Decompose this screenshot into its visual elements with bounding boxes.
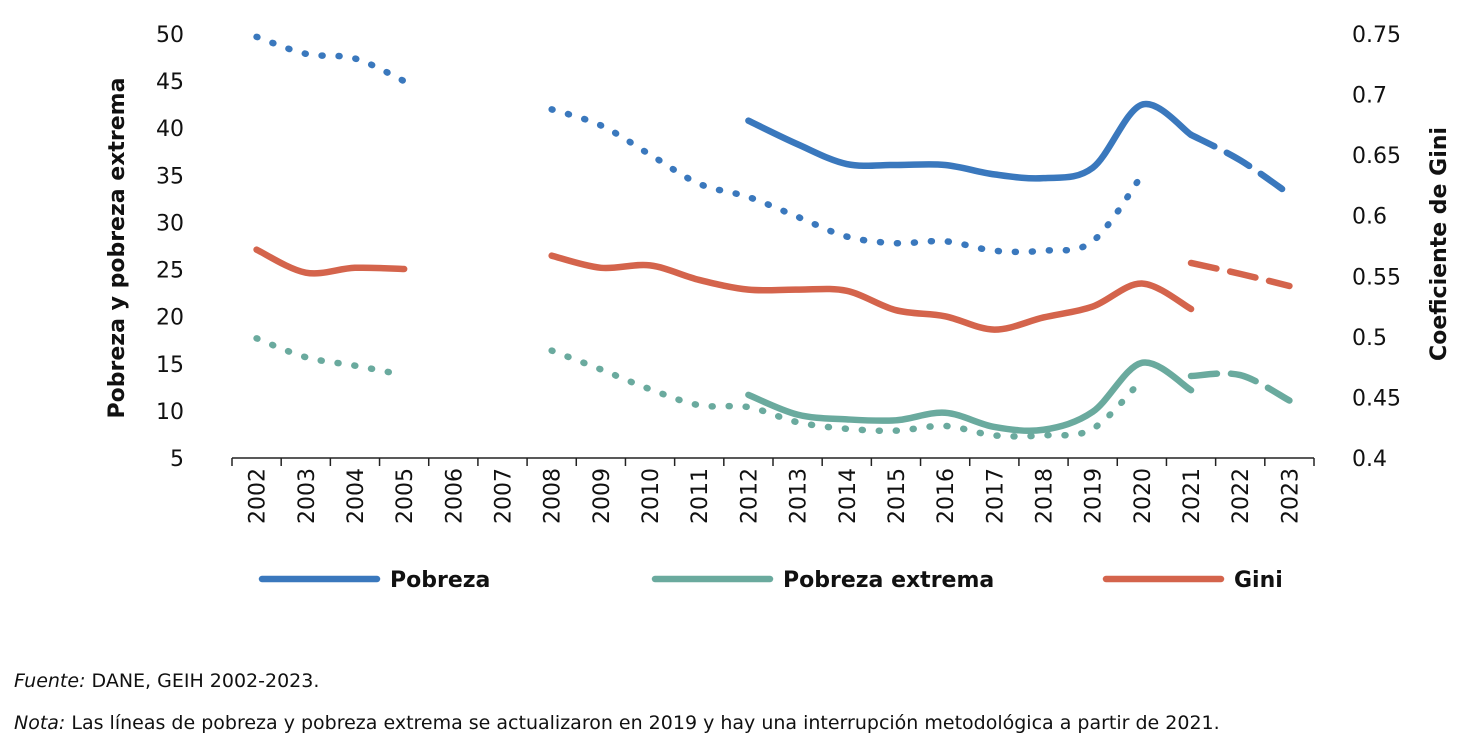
- legend-label-pobreza: Pobreza: [390, 568, 490, 593]
- series-gini-solid-line: [548, 252, 1195, 333]
- x-tick-label: 2020: [1131, 468, 1156, 524]
- legend-label-gini: Gini: [1234, 568, 1283, 593]
- series-pobreza-dotted-line: [253, 33, 408, 85]
- source-label: Fuente:: [14, 670, 86, 692]
- y-tick-label-left: 35: [156, 164, 184, 189]
- note-label: Nota:: [14, 712, 66, 734]
- x-tick-label: 2007: [492, 468, 517, 524]
- y-tick-label-right: 0.6: [1352, 205, 1387, 230]
- x-tick-label: 2014: [836, 468, 861, 524]
- x-tick-label: 2017: [983, 468, 1008, 524]
- y-tick-label-right: 0.45: [1352, 386, 1401, 411]
- y-tick-label-right: 0.55: [1352, 265, 1401, 290]
- source-note: Fuente: DANE, GEIH 2002-2023.: [14, 670, 319, 692]
- x-tick-label: 2023: [1278, 468, 1303, 524]
- y-axis-title-right: Coeficiente de Gini: [1427, 127, 1452, 361]
- x-tick-label: 2005: [393, 468, 418, 524]
- methodology-note: Nota: Las líneas de pobreza y pobreza ex…: [14, 712, 1220, 734]
- y-tick-label-left: 10: [156, 400, 184, 425]
- x-tick-label: 2019: [1082, 468, 1107, 524]
- y-tick-label-left: 15: [156, 353, 184, 378]
- y-tick-label-left: 50: [156, 23, 184, 48]
- x-tick-label: 2016: [934, 468, 959, 524]
- y-tick-label-right: 0.65: [1352, 144, 1401, 169]
- x-tick-label: 2018: [1033, 468, 1058, 524]
- y-tick-label-right: 0.5: [1352, 326, 1387, 351]
- x-tick-label: 2009: [590, 468, 615, 524]
- y-tick-label-left: 45: [156, 70, 184, 95]
- y-tick-label-right: 0.4: [1352, 447, 1387, 472]
- series-gini-solid-line: [253, 246, 408, 277]
- series-layer: [253, 33, 1293, 440]
- x-tick-label: 2015: [885, 468, 910, 524]
- series-pobreza-extrema: [253, 335, 1293, 440]
- x-tick-label: 2011: [688, 468, 713, 524]
- y-axis-title-left: Pobreza y pobreza extrema: [105, 78, 130, 419]
- x-tick-label: 2022: [1229, 468, 1254, 524]
- series-pobreza-extrema-dashed-line: [1187, 370, 1293, 404]
- x-tick-label: 2012: [737, 468, 762, 524]
- y-tick-label-left: 5: [170, 447, 184, 472]
- series-pobreza: [253, 33, 1293, 256]
- legend: Pobreza Pobreza extrema Gini: [258, 568, 1283, 593]
- series-pobreza-dotted-line: [548, 106, 1146, 256]
- series-gini: [253, 246, 1293, 333]
- x-tick-label: 2021: [1180, 468, 1205, 524]
- series-pobreza-solid-line: [745, 100, 1195, 182]
- series-pobreza-extrema-dotted-line: [548, 347, 1146, 440]
- y-tick-label-left: 25: [156, 259, 184, 284]
- chart: 2002 2003 2004 2005 2006 2007 2008 2009 2010 2011…: [105, 23, 1452, 593]
- x-tick-label: 2008: [541, 468, 566, 524]
- x-tick-label: 2006: [442, 468, 467, 524]
- y-tick-label-left: 40: [156, 117, 184, 142]
- series-gini-dashed-line: [1187, 259, 1293, 290]
- series-pobreza-extrema-solid-line: [745, 359, 1195, 434]
- axis-layer: 2002 2003 2004 2005 2006 2007 2008 2009 2010 2011…: [156, 23, 1401, 524]
- y-tick-label-left: 30: [156, 211, 184, 236]
- series-pobreza-dashed-line: [1187, 131, 1293, 198]
- series-pobreza-extrema-dotted-line: [253, 335, 408, 379]
- x-tick-label: 2003: [295, 468, 320, 524]
- legend-label-pobreza-extrema: Pobreza extrema: [783, 568, 994, 593]
- note-text: Las líneas de pobreza y pobreza extrema …: [65, 712, 1220, 734]
- x-tick-label: 2013: [787, 468, 812, 524]
- y-tick-label-right: 0.75: [1352, 23, 1401, 48]
- y-tick-label-right: 0.7: [1352, 84, 1387, 109]
- y-tick-label-left: 20: [156, 306, 184, 331]
- source-text: DANE, GEIH 2002-2023.: [85, 670, 320, 692]
- x-tick-label: 2002: [246, 468, 271, 524]
- x-tick-label: 2010: [639, 468, 664, 524]
- x-tick-label: 2004: [344, 468, 369, 524]
